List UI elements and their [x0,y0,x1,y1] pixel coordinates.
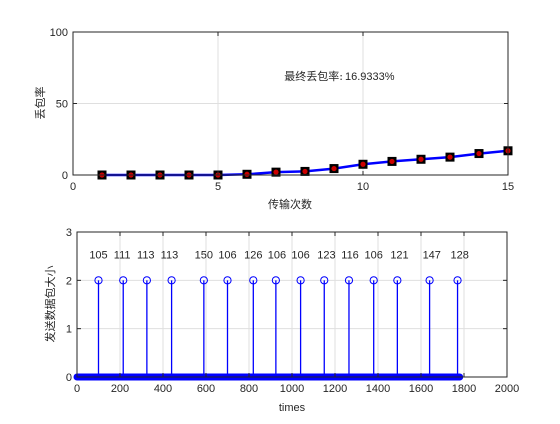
packet-size-y-tick-label: 1 [66,324,72,336]
packet-stem-marker [142,276,151,285]
loss-rate-y-tick-label: 0 [62,170,68,182]
packet-size-data-label: 147 [423,250,441,262]
packet-size-data-label: 106 [268,250,286,262]
packet-size-grid [77,232,507,377]
packet-size-ticks: 0 200 400 600 800 1000 1200 1400 1600 1800 2000012… [66,227,519,395]
loss-rate-marker-dot [360,161,366,167]
loss-rate-grid [73,32,508,175]
loss-rate-marker-dot [244,171,250,177]
final-loss-rate-value: 16.9333% [345,71,395,83]
packet-size-data-label: 126 [244,250,262,262]
packet-size-x-axis-label: times [279,402,306,414]
packet-size-data-labels: 105 111 113 113 150 106 126 106 106 123 116 106 121 1… [89,250,469,262]
loss-rate-x-tick-label: 10 [357,181,369,193]
packet-stem-marker [369,276,378,285]
packet-stem-marker [167,276,176,285]
packet-stem-marker [320,276,329,285]
packet-size-x-tick-label: 400 [154,383,172,395]
loss-rate-marker-dot [418,156,424,162]
packet-stem-marker [271,276,280,285]
loss-rate-x-tick-label: 0 [70,181,76,193]
packet-size-y-tick-label: 0 [66,372,72,384]
packet-size-data-label: 116 [341,250,359,262]
packet-size-data-label: 105 [89,250,107,262]
packet-stem-marker [453,276,462,285]
packet-size-data-label: 128 [451,250,469,262]
loss-rate-y-tick-label: 50 [56,99,68,111]
loss-rate-marker-dot [447,154,453,160]
packet-size-data-label: 121 [390,250,408,262]
packet-size-data-label: 106 [291,250,309,262]
packet-size-x-tick-label: 1000 [280,383,304,395]
packet-stem-marker [425,276,434,285]
packet-size-x-tick-label: 800 [240,383,258,395]
packet-size-data-label: 150 [195,250,213,262]
packet-stem-marker [296,276,305,285]
packet-stem-marker [344,276,354,285]
packet-size-data-label: 113 [137,250,155,262]
packet-stem-marker [223,276,232,285]
packet-size-x-tick-label: 200 [111,383,129,395]
loss-rate-marker-dot [331,165,337,172]
packet-stem-marker [249,276,258,285]
packet-size-x-tick-label: 1600 [409,383,433,395]
packet-size-x-tick-label: 600 [197,383,215,395]
loss-rate-y-axis-label: 丢包率 [33,87,47,120]
loss-rate-marker-dot [476,150,482,157]
loss-rate-x-axis-label: 传输次数 [268,197,312,211]
loss-rate-axes: 0 5 10 15 0 50 100 传输次数 丢包率 最终丢包率: 16.9333% [33,27,514,211]
packet-size-data-label: 106 [218,250,236,262]
final-loss-rate-label: 最终丢包率: [284,69,343,83]
packet-size-data-label: 123 [317,250,335,262]
packet-size-data-label: 113 [161,250,179,262]
packet-size-x-tick-label: 2000 [495,383,519,395]
packet-stem-marker [94,276,103,285]
packet-size-axes: 105 111 113 113 150 106 126 106 106 123 116 106 121 1… [43,227,519,414]
loss-rate-y-tick-label: 100 [50,27,68,39]
packet-size-y-axis-label: 发送数据包大小 [43,266,57,343]
loss-rate-marker-dot [273,169,279,175]
packet-size-x-tick-label: 1400 [366,383,390,395]
loss-rate-marker-dot [302,168,308,175]
packet-size-y-tick-label: 3 [66,227,72,239]
packet-size-x-tick-label: 0 [74,383,80,395]
packet-stem-marker [119,276,128,285]
loss-rate-x-tick-label: 15 [502,181,514,193]
loss-rate-ticks: 0 5 10 15 0 50 100 [50,27,514,193]
packet-size-data-label: 111 [114,250,131,262]
packet-stem-marker [199,276,208,285]
packet-stem-marker [393,276,402,285]
loss-rate-x-tick-label: 5 [215,181,221,193]
loss-rate-marker-dot [389,158,395,165]
packet-size-x-tick-label: 1800 [452,383,476,395]
packet-size-data-label: 106 [365,250,383,262]
packet-size-y-tick-label: 2 [66,275,72,287]
packet-size-x-tick-label: 1200 [323,383,347,395]
